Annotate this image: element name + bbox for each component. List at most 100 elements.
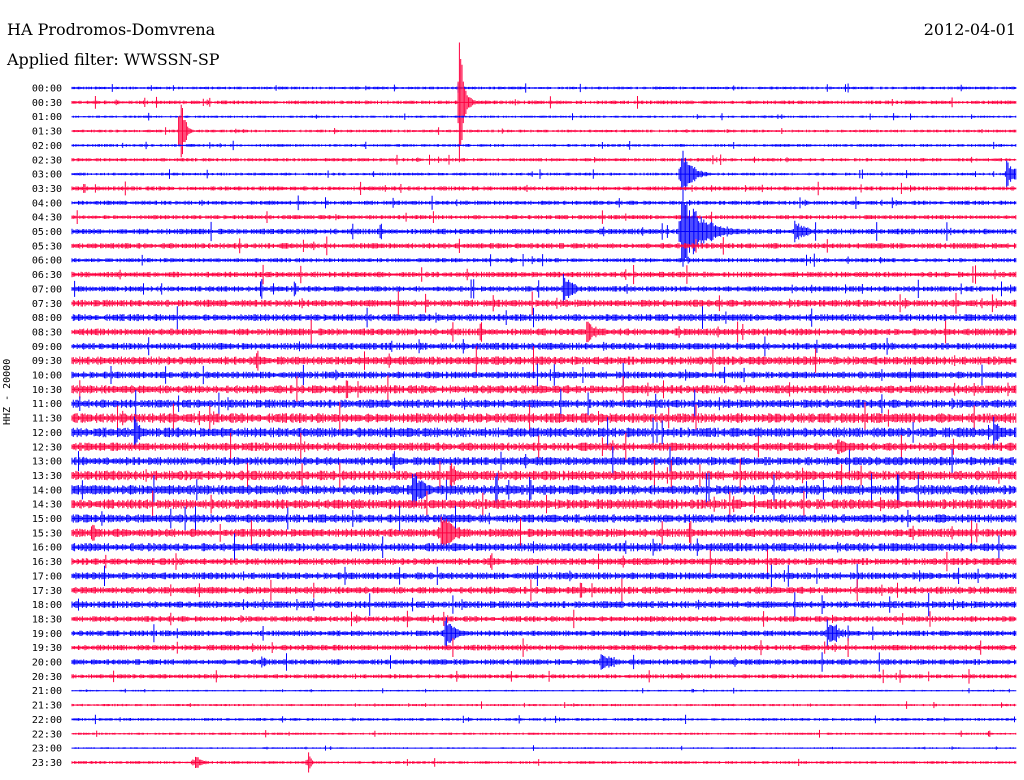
trace-row-0030 bbox=[71, 42, 1017, 163]
trace-row-1330 bbox=[71, 458, 1017, 493]
row-time-label: 08:30 bbox=[32, 327, 62, 338]
row-time-label: 02:30 bbox=[32, 155, 62, 166]
row-time-label: 02:00 bbox=[32, 141, 62, 152]
trace-row-0630 bbox=[71, 264, 1017, 285]
trace-row-1900 bbox=[71, 617, 1017, 650]
row-time-label: 14:30 bbox=[32, 500, 62, 511]
row-time-label: 12:00 bbox=[32, 428, 62, 439]
trace-row-2300 bbox=[71, 745, 1017, 751]
row-time-label: 15:00 bbox=[32, 514, 62, 525]
station-title: HA Prodromos-Domvrena bbox=[7, 20, 216, 39]
trace-row-2030 bbox=[71, 669, 1017, 684]
row-time-label: 23:30 bbox=[32, 758, 62, 769]
trace-row-1630 bbox=[71, 549, 1017, 574]
trace-row-1400 bbox=[71, 472, 1017, 507]
row-time-label: 05:30 bbox=[32, 241, 62, 252]
row-time-label: 19:00 bbox=[32, 629, 62, 640]
row-time-label: 05:00 bbox=[32, 227, 62, 238]
row-time-label: 06:30 bbox=[32, 270, 62, 281]
seismic-traces bbox=[71, 42, 1017, 773]
trace-row-1000 bbox=[71, 363, 1017, 387]
row-time-label: 16:30 bbox=[32, 557, 62, 568]
row-time-label: 09:00 bbox=[32, 342, 62, 353]
trace-row-1430 bbox=[71, 490, 1017, 518]
trace-row-1230 bbox=[71, 432, 1017, 461]
trace-row-1500 bbox=[71, 505, 1017, 532]
row-time-label: 17:30 bbox=[32, 586, 62, 597]
filter-label: Applied filter: WWSSN-SP bbox=[7, 50, 220, 69]
trace-row-0100 bbox=[71, 112, 1017, 121]
row-time-label: 21:00 bbox=[32, 686, 62, 697]
trace-row-0200 bbox=[71, 140, 1017, 151]
trace-row-1200 bbox=[71, 416, 1017, 449]
row-time-label: 07:00 bbox=[32, 284, 62, 295]
trace-row-0130 bbox=[71, 104, 1017, 158]
trace-row-0300 bbox=[71, 150, 1017, 198]
trace-row-0530 bbox=[71, 236, 1017, 256]
row-time-label: 17:00 bbox=[32, 571, 62, 582]
trace-row-1530 bbox=[71, 516, 1017, 549]
trace-row-1930 bbox=[71, 638, 1017, 657]
trace-row-2100 bbox=[71, 687, 1017, 694]
trace-row-0500 bbox=[71, 196, 1017, 267]
row-time-label: 10:30 bbox=[32, 385, 62, 396]
trace-row-2130 bbox=[71, 701, 1017, 709]
row-time-label: 04:30 bbox=[32, 213, 62, 224]
row-time-label: 00:00 bbox=[32, 84, 62, 95]
row-time-label: 13:00 bbox=[32, 457, 62, 468]
date-label: 2012-04-01 bbox=[923, 20, 1016, 39]
row-time-label: 21:30 bbox=[32, 701, 62, 712]
trace-row-2000 bbox=[71, 652, 1017, 672]
trace-row-1800 bbox=[71, 592, 1017, 617]
trace-row-1030 bbox=[71, 375, 1017, 404]
row-time-label: 14:00 bbox=[32, 485, 62, 496]
trace-row-0730 bbox=[71, 291, 1017, 316]
row-time-label: 10:00 bbox=[32, 371, 62, 382]
row-time-label: 00:30 bbox=[32, 98, 62, 109]
row-time-label: 06:00 bbox=[32, 256, 62, 267]
time-tick-labels: 00:00 00:30 01:00 01:30 02:00 02:30 03:00 03:30… bbox=[32, 84, 62, 769]
row-time-label: 03:30 bbox=[32, 184, 62, 195]
trace-row-1600 bbox=[71, 533, 1017, 561]
row-time-label: 09:30 bbox=[32, 356, 62, 367]
row-time-label: 08:00 bbox=[32, 313, 62, 324]
row-time-label: 01:00 bbox=[32, 112, 62, 123]
trace-row-2200 bbox=[71, 714, 1017, 725]
row-time-label: 12:30 bbox=[32, 442, 62, 453]
trace-row-1700 bbox=[71, 563, 1017, 588]
trace-row-0000 bbox=[71, 83, 1017, 93]
row-time-label: 03:00 bbox=[32, 170, 62, 181]
row-time-label: 11:00 bbox=[32, 399, 62, 410]
row-time-label: 23:00 bbox=[32, 744, 62, 755]
trace-row-0430 bbox=[71, 210, 1017, 224]
trace-row-2330 bbox=[71, 752, 1017, 773]
row-time-label: 20:30 bbox=[32, 672, 62, 683]
trace-row-0830 bbox=[71, 319, 1017, 344]
row-time-label: 20:00 bbox=[32, 658, 62, 669]
row-time-label: 01:30 bbox=[32, 127, 62, 138]
row-time-label: 04:00 bbox=[32, 198, 62, 209]
row-time-label: 15:30 bbox=[32, 528, 62, 539]
trace-row-1830 bbox=[71, 609, 1017, 629]
row-time-label: 19:30 bbox=[32, 643, 62, 654]
row-time-label: 18:30 bbox=[32, 614, 62, 625]
trace-row-0800 bbox=[71, 306, 1017, 329]
row-time-label: 11:30 bbox=[32, 414, 62, 425]
trace-row-0600 bbox=[71, 253, 1017, 267]
trace-row-1100 bbox=[71, 389, 1017, 419]
trace-row-1730 bbox=[71, 578, 1017, 602]
trace-row-0900 bbox=[71, 336, 1017, 357]
trace-row-2230 bbox=[71, 729, 1017, 738]
trace-row-1300 bbox=[71, 446, 1017, 476]
trace-row-0700 bbox=[71, 274, 1017, 304]
trace-row-1130 bbox=[71, 402, 1017, 434]
row-time-label: 22:30 bbox=[32, 729, 62, 740]
trace-row-0400 bbox=[71, 195, 1017, 211]
trace-row-0230 bbox=[71, 154, 1017, 165]
row-time-label: 07:30 bbox=[32, 299, 62, 310]
row-time-label: 18:00 bbox=[32, 600, 62, 611]
trace-row-0930 bbox=[71, 346, 1017, 376]
row-time-label: 16:00 bbox=[32, 543, 62, 554]
row-time-label: 22:00 bbox=[32, 715, 62, 726]
